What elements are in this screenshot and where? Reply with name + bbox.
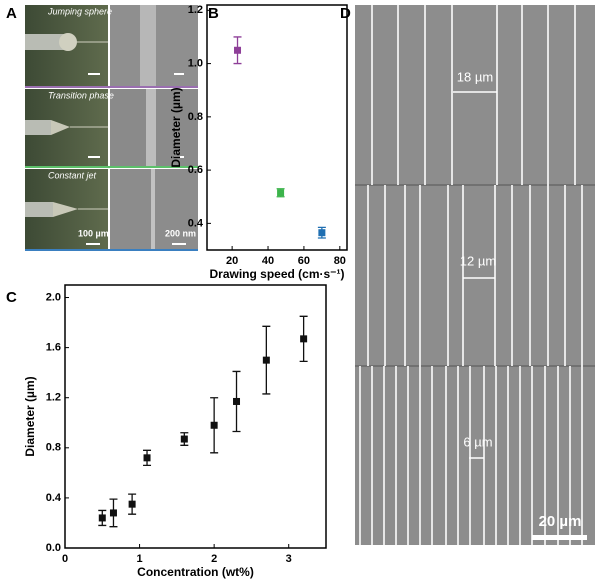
panel-label: C	[6, 289, 17, 306]
point	[234, 46, 242, 54]
x-tick-label: 60	[298, 255, 310, 267]
row-label: Constant jet	[48, 170, 97, 180]
y-axis-label: Diameter (µm)	[169, 87, 183, 167]
scale-label: 20 µm	[539, 513, 582, 530]
x-axis-label: Drawing speed (cm·s⁻¹)	[209, 267, 344, 281]
x-tick-label: 1	[137, 553, 143, 565]
x-tick-label: 40	[262, 255, 274, 267]
plot-frame	[206, 4, 348, 251]
y-tick-label: 1.6	[46, 342, 61, 354]
point	[98, 514, 106, 522]
x-tick-label: 3	[286, 553, 292, 565]
panel-d-image	[355, 5, 595, 545]
y-tick-label: 1.2	[46, 392, 61, 404]
point	[277, 189, 285, 197]
spacing-label: 18 µm	[457, 69, 493, 84]
x-axis-label: Concentration (wt%)	[137, 565, 254, 579]
scale-label: 100 µm	[78, 228, 109, 238]
row-label: Transition phase	[48, 90, 114, 100]
panel-label: A	[6, 5, 17, 22]
y-tick-label: 1.0	[188, 57, 203, 69]
point	[128, 500, 136, 508]
point	[233, 397, 241, 405]
y-tick-label: 0.0	[46, 542, 61, 554]
y-axis-label: Diameter (µm)	[23, 376, 37, 456]
y-tick-label: 2.0	[46, 291, 61, 303]
point	[180, 435, 188, 443]
scale-label: 200 nm	[165, 228, 196, 238]
plot-frame	[64, 284, 327, 549]
point	[143, 454, 151, 462]
point	[300, 335, 308, 343]
panel-label: D	[340, 5, 351, 22]
point	[318, 229, 326, 237]
point	[262, 356, 270, 364]
y-tick-label: 0.8	[46, 442, 61, 454]
x-tick-label: 2	[211, 553, 217, 565]
y-tick-label: 0.4	[46, 492, 62, 504]
y-tick-label: 1.2	[188, 4, 203, 16]
x-tick-label: 20	[226, 255, 238, 267]
x-tick-label: 0	[62, 553, 68, 565]
scale-bar	[532, 535, 587, 540]
spacing-label: 12 µm	[460, 253, 496, 268]
panel-label: B	[208, 5, 219, 22]
y-tick-label: 0.8	[188, 111, 203, 123]
y-tick-label: 0.6	[188, 164, 203, 176]
x-tick-label: 80	[334, 255, 346, 267]
panel-a-images	[25, 5, 198, 251]
point	[109, 509, 117, 517]
spacing-label: 6 µm	[463, 434, 492, 449]
row-label: Jumping sphere	[47, 6, 112, 16]
point	[210, 421, 218, 429]
y-tick-label: 0.4	[188, 217, 204, 229]
